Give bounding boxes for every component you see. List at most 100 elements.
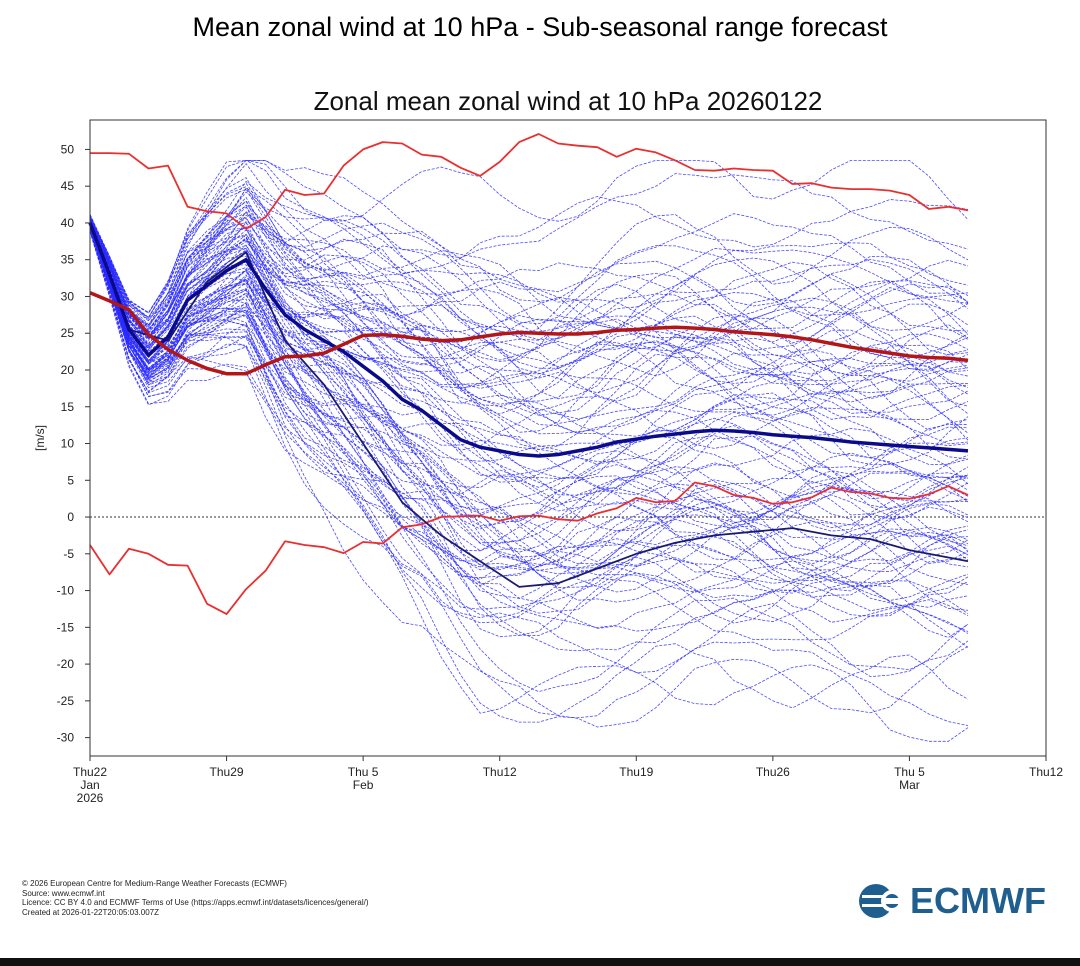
ensemble-member-line [89, 159, 969, 319]
ensemble-member-line [89, 219, 969, 396]
ensemble-member-line [89, 229, 969, 617]
x-tick-label: Thu26 [756, 765, 790, 779]
ensemble-member-line [89, 221, 969, 433]
ensemble-member-line [89, 223, 969, 503]
plot-frame [89, 119, 1047, 757]
ensemble-member-line [89, 227, 969, 616]
ensemble-member-line [89, 227, 969, 599]
y-tick-label: -25 [57, 694, 75, 708]
ensemble-member-line [89, 212, 969, 325]
ensemble-member-line [89, 226, 969, 553]
ecmwf-logo-icon [859, 884, 906, 918]
x-tick-label: Thu29 [210, 765, 244, 779]
climatology-min-line [89, 481, 969, 615]
ensemble-member-line [89, 220, 969, 431]
ensemble-member-line [89, 226, 969, 601]
ensemble-member-line [89, 191, 969, 377]
bottom-bar [0, 958, 1080, 966]
x-tick-label: Thu 5 [348, 765, 379, 779]
ensemble-member-line [89, 230, 969, 638]
y-tick-label: 45 [61, 179, 75, 193]
ensemble-member-line [89, 220, 969, 424]
ensemble-member-line [89, 222, 969, 520]
ensemble-member-line [89, 231, 969, 728]
ensemble-member-line [89, 224, 969, 511]
y-tick-label: 10 [61, 437, 75, 451]
footer-created: Created at 2026-01-22T20:05:03.007Z [22, 907, 159, 917]
x-tick-label: Feb [353, 778, 374, 792]
y-tick-label: 30 [61, 289, 75, 303]
ensemble-member-line [89, 188, 969, 341]
y-tick-label: 35 [61, 253, 75, 267]
ensemble-member-line [89, 201, 969, 351]
y-tick-label: 0 [67, 510, 74, 524]
ensemble-member-line [89, 226, 969, 568]
ensemble-member-line [89, 227, 969, 623]
ensemble-member-line [89, 226, 969, 552]
ensemble-member-line [89, 227, 969, 592]
ensemble-member-line [89, 220, 969, 415]
ensemble-member-line [89, 222, 969, 465]
ensemble-member-line [89, 228, 969, 648]
ensemble-member-line [89, 182, 969, 318]
ensemble-member-line [89, 222, 969, 485]
ensemble-member-line [89, 219, 969, 420]
y-tick-label: 25 [61, 326, 75, 340]
y-tick-label: 50 [61, 142, 75, 156]
ensemble-member-line [89, 163, 969, 326]
ensemble-mean-line [88, 222, 969, 458]
main-series [88, 133, 969, 615]
ensemble-member-line [89, 188, 969, 341]
x-tick-label: Thu12 [1029, 765, 1063, 779]
ensemble-member-line [89, 231, 969, 652]
ensemble-member-line [89, 228, 969, 624]
ensemble-member-line [89, 159, 969, 328]
logo-text: ECMWF [910, 880, 1046, 921]
ensemble-member-line [89, 231, 969, 693]
axis-ticks: 50454035302520151050-5-10-15-20-25-30Thu… [57, 142, 1064, 805]
ensemble-member-line [89, 211, 969, 359]
ensemble-member-line [89, 228, 969, 593]
chart-title: Zonal mean zonal wind at 10 hPa 20260122 [314, 86, 823, 116]
ensemble-member-line [89, 206, 969, 389]
x-tick-label: Thu22 [73, 765, 107, 779]
ensemble-member-line [89, 187, 969, 354]
y-tick-label: -5 [63, 547, 74, 561]
climatology-mean-line [89, 291, 969, 376]
ensemble-member-line [89, 219, 969, 434]
ensemble-member-line [89, 219, 969, 402]
ensemble-member-line [89, 227, 969, 571]
ensemble-member-line [89, 224, 969, 519]
ensemble-member-line [89, 204, 969, 414]
ensemble-member-line [89, 223, 969, 532]
ensemble-member-line [89, 229, 969, 584]
ensemble-member-line [89, 230, 969, 716]
ensemble-member-line [89, 180, 969, 336]
zonal-wind-chart: Zonal mean zonal wind at 10 hPa 20260122… [33, 86, 1064, 805]
y-tick-label: -15 [57, 620, 75, 634]
y-tick-label: -20 [57, 657, 75, 671]
ensemble-member-line [89, 177, 969, 345]
ensemble-member-line [89, 223, 969, 506]
x-tick-label: Thu 5 [894, 765, 925, 779]
y-tick-label: 5 [67, 473, 74, 487]
ensemble-member-line [89, 217, 969, 362]
plot-background [90, 120, 1046, 756]
control-line [89, 222, 969, 588]
ensemble-member-line [89, 222, 969, 460]
ensemble-member-line [89, 222, 969, 445]
climatology-max-line [90, 133, 969, 230]
ensemble-member-line [89, 225, 969, 540]
ensemble-member-line [89, 230, 969, 678]
x-tick-label: 2026 [77, 791, 104, 805]
y-tick-label: -30 [57, 731, 75, 745]
y-tick-label: 15 [61, 400, 75, 414]
ensemble-member-line [89, 218, 969, 415]
ecmwf-logo: ECMWF [858, 880, 1046, 922]
ensemble-member-line [89, 220, 969, 370]
footer-source: Source: www.ecmwf.int [22, 888, 105, 898]
ensemble-member-line [89, 200, 969, 335]
ensemble-member-line [89, 205, 969, 369]
ensemble-member-line [89, 217, 969, 407]
ensemble-member-line [89, 186, 969, 331]
